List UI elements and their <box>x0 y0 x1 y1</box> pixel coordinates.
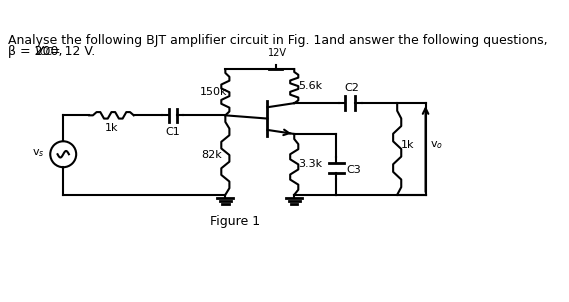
Text: 1k: 1k <box>105 124 118 133</box>
Text: 1k: 1k <box>401 140 415 150</box>
Text: C1: C1 <box>165 127 180 137</box>
Text: Figure 1: Figure 1 <box>210 215 260 228</box>
Text: = 12 V.: = 12 V. <box>50 45 96 58</box>
Text: V: V <box>34 45 43 58</box>
Text: CC: CC <box>40 47 53 57</box>
Text: v$_o$: v$_o$ <box>430 139 443 151</box>
Text: 3.3k: 3.3k <box>298 159 323 169</box>
Text: 12V: 12V <box>267 48 287 58</box>
Text: C2: C2 <box>344 83 359 93</box>
Text: v$_s$: v$_s$ <box>32 147 44 159</box>
Text: β = 200,: β = 200, <box>8 45 67 58</box>
Text: 150k: 150k <box>199 87 227 97</box>
Text: Analyse the following BJT amplifier circuit in Fig. 1and answer the following qu: Analyse the following BJT amplifier circ… <box>8 34 548 47</box>
Text: 5.6k: 5.6k <box>298 81 323 91</box>
Text: 82k: 82k <box>201 150 222 160</box>
Text: C3: C3 <box>346 165 361 175</box>
